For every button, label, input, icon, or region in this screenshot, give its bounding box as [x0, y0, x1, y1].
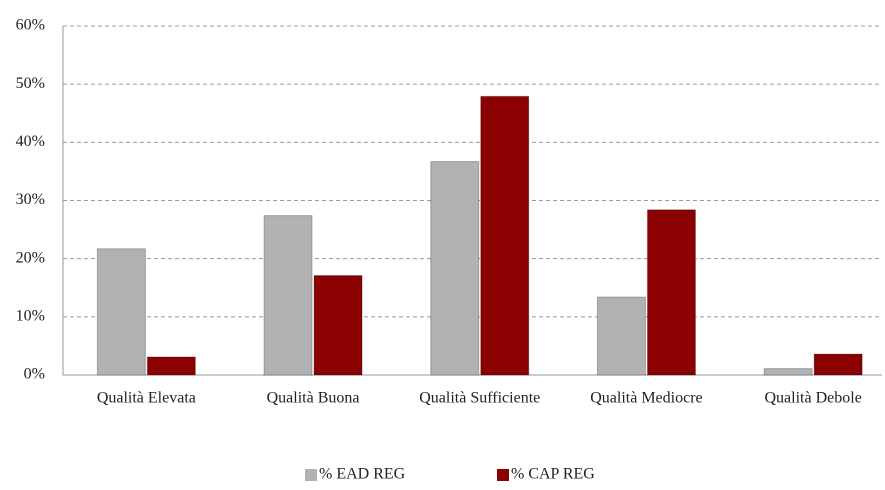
legend-label: % EAD REG [319, 466, 406, 483]
x-tick-label: Qualità Mediocre [590, 390, 702, 407]
x-tick-label: Qualità Elevata [97, 390, 196, 407]
y-tick-label: 10% [16, 308, 45, 325]
y-tick-label: 30% [16, 191, 45, 208]
bar [146, 356, 196, 376]
bar [596, 296, 646, 376]
bar [763, 368, 813, 376]
bar [430, 161, 480, 376]
bar [813, 353, 863, 376]
bar [96, 248, 146, 376]
y-tick-label: 20% [16, 249, 45, 266]
y-tick-label: 0% [24, 366, 45, 383]
bar [480, 95, 530, 376]
x-tick-label: Qualità Buona [267, 390, 360, 407]
bar [646, 209, 696, 376]
y-tick-label: 50% [16, 75, 45, 92]
legend-label: % CAP REG [511, 466, 595, 483]
x-tick-label: Qualità Sufficiente [419, 390, 540, 407]
legend-swatch [305, 469, 317, 481]
y-tick-label: 40% [16, 133, 45, 150]
bar [263, 215, 313, 376]
x-tick-label: Qualità Debole [765, 390, 862, 407]
bar [313, 275, 363, 376]
y-tick-label: 60% [16, 17, 45, 34]
legend-swatch [497, 469, 509, 481]
